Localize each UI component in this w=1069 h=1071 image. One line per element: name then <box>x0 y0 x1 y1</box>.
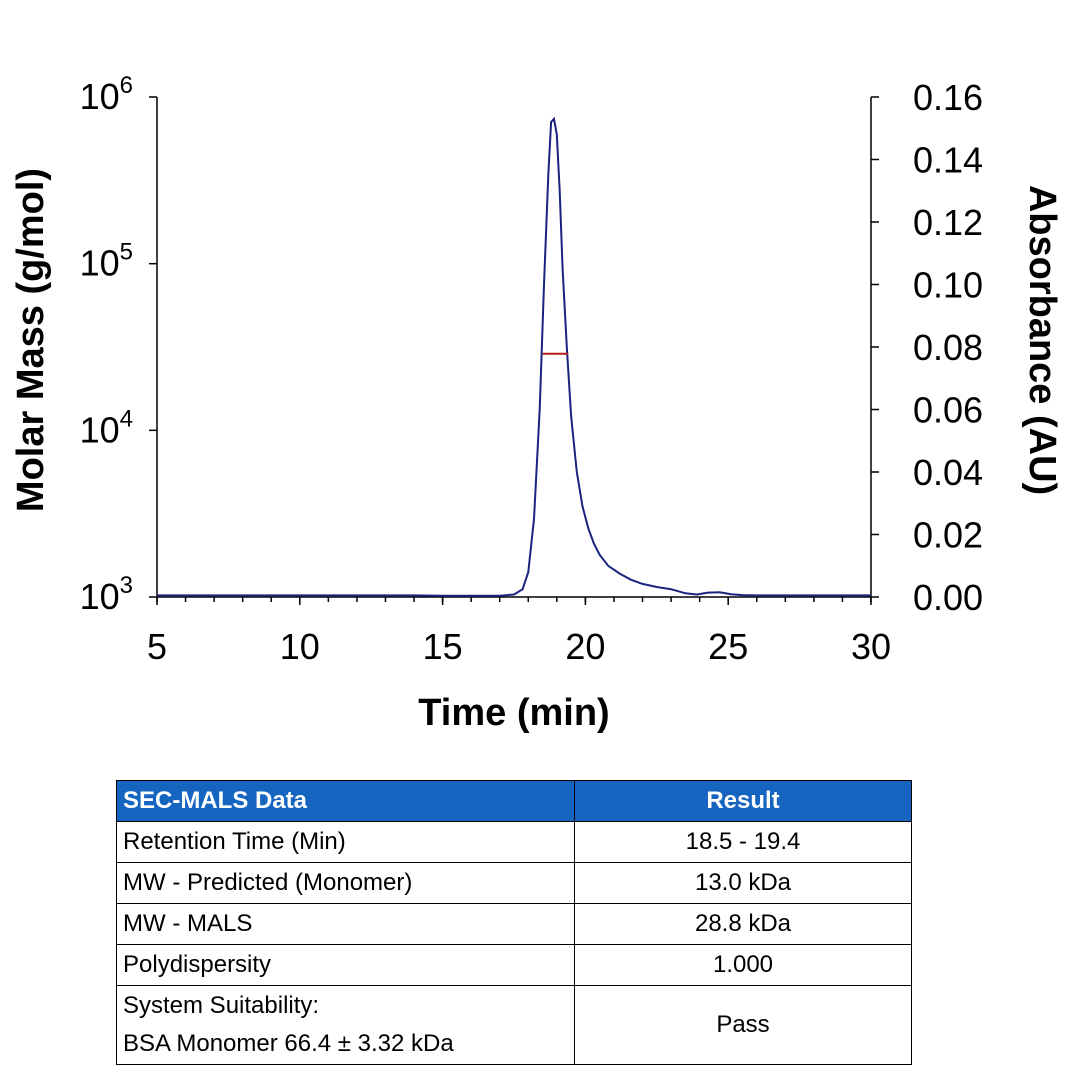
row-metric: Polydispersity <box>116 944 575 986</box>
row-metric: MW - MALS <box>116 903 575 945</box>
right-tick-label: 0.12 <box>913 202 983 243</box>
left-tick-base: 10 <box>80 409 120 450</box>
left-tick-base: 10 <box>80 76 120 117</box>
x-tick-label: 5 <box>147 626 167 667</box>
left-tick-label: 105 <box>80 239 133 284</box>
sec-mals-results-table: SEC-MALS Data Result Retention Time (Min… <box>116 780 912 1065</box>
left-tick-exponent: 6 <box>120 72 133 99</box>
left-tick-label: 106 <box>80 72 133 117</box>
table-header-row: SEC-MALS Data Result <box>116 780 912 822</box>
table-row-suitability: System Suitability: BSA Monomer 66.4 ± 3… <box>116 985 912 1065</box>
right-tick-label: 0.04 <box>913 452 983 493</box>
right-tick-label: 0.10 <box>913 265 983 306</box>
table-row: Retention Time (Min) 18.5 - 19.4 <box>116 821 912 863</box>
x-tick-label: 10 <box>280 626 320 667</box>
x-axis-ticks: 5 10 15 20 25 30 <box>147 597 891 667</box>
left-tick-exponent: 3 <box>120 572 133 599</box>
suitability-line-1: System Suitability: <box>123 992 320 1019</box>
row-metric: Retention Time (Min) <box>116 821 575 863</box>
x-tick-label: 15 <box>423 626 463 667</box>
suitability-value: Pass <box>574 985 912 1065</box>
left-tick-base: 10 <box>80 576 120 617</box>
right-tick-label: 0.08 <box>913 327 983 368</box>
absorbance-trace <box>157 116 871 597</box>
right-tick-label: 0.06 <box>913 390 983 431</box>
row-value: 1.000 <box>574 944 912 986</box>
left-tick-base: 10 <box>80 243 120 284</box>
table-row: MW - Predicted (Monomer) 13.0 kDa <box>116 862 912 904</box>
row-metric: MW - Predicted (Monomer) <box>116 862 575 904</box>
series-layer <box>157 116 871 597</box>
suitability-metric: System Suitability: BSA Monomer 66.4 ± 3… <box>116 985 575 1065</box>
right-tick-label: 0.16 <box>913 77 983 118</box>
suitability-line-2: BSA Monomer 66.4 ± 3.32 kDa <box>123 1030 454 1057</box>
table-row: Polydispersity 1.000 <box>116 944 912 986</box>
left-y-axis-title: Molar Mass (g/mol) <box>10 168 52 512</box>
left-tick-exponent: 5 <box>120 239 133 266</box>
table-row: MW - MALS 28.8 kDa <box>116 903 912 945</box>
left-tick-exponent: 4 <box>120 405 133 432</box>
right-y-axis-title: Absorbance (AU) <box>1021 185 1063 495</box>
header-result: Result <box>574 780 912 822</box>
right-tick-label: 0.02 <box>913 515 983 556</box>
x-axis-title: Time (min) <box>418 692 609 734</box>
x-tick-label: 30 <box>851 626 891 667</box>
right-tick-label: 0.00 <box>913 577 983 618</box>
right-y-axis-ticks: 0.00 0.02 0.04 0.06 0.08 0.10 0.12 0.14 0.16 <box>871 77 983 618</box>
row-value: 18.5 - 19.4 <box>574 821 912 863</box>
row-value: 13.0 kDa <box>574 862 912 904</box>
left-tick-label: 103 <box>80 572 133 617</box>
header-sec-mals-data: SEC-MALS Data <box>116 780 575 822</box>
x-tick-label: 20 <box>565 626 605 667</box>
right-tick-label: 0.14 <box>913 140 983 181</box>
row-value: 28.8 kDa <box>574 903 912 945</box>
left-tick-label: 104 <box>80 405 133 450</box>
x-tick-label: 25 <box>708 626 748 667</box>
